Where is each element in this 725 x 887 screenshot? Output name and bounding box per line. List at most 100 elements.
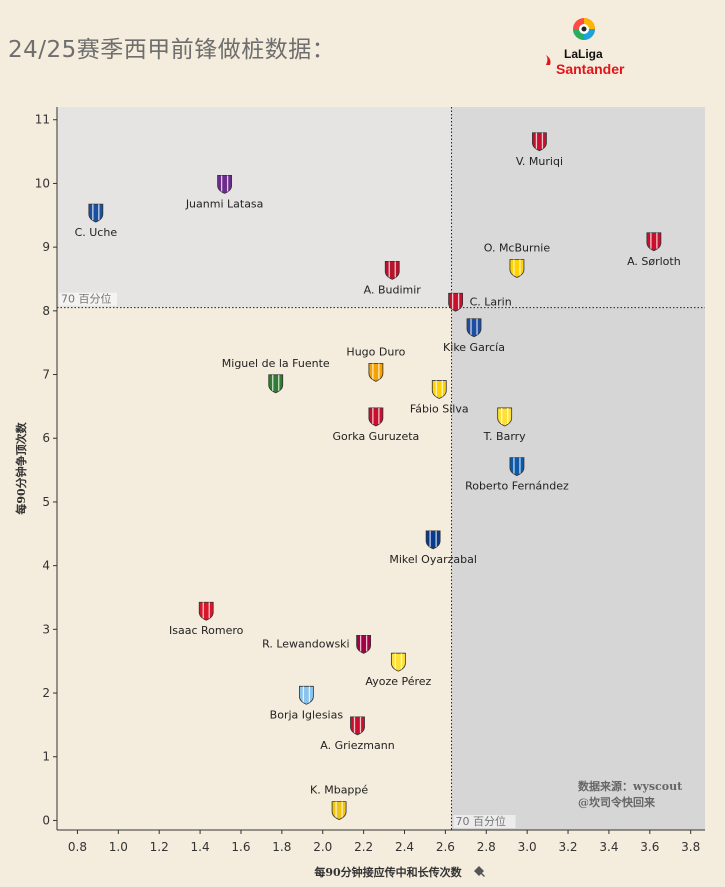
crest-shield — [198, 601, 214, 621]
player-label: Roberto Fernández — [465, 480, 569, 493]
crest-shield — [298, 685, 314, 705]
crest-shield — [509, 457, 525, 477]
crest-stripes — [353, 716, 362, 733]
x-threshold-label: 70 百分位 — [456, 814, 507, 828]
x-tick-label: 3.8 — [681, 840, 700, 854]
sevilla-crest-icon — [198, 601, 214, 621]
x-tick-label: 2.8 — [477, 840, 496, 854]
crest-shield — [368, 362, 384, 382]
crest-stripes — [372, 407, 380, 424]
laliga-ball-icon — [546, 18, 595, 65]
player-label: Mikel Oyarzabal — [389, 553, 477, 566]
player-label: Fábio Silva — [410, 403, 469, 416]
y-tick-label: 11 — [35, 113, 50, 127]
y-threshold-label-bg — [59, 292, 117, 306]
crest-stripes — [272, 374, 280, 391]
player-label: A. Sørloth — [627, 255, 681, 268]
leganes-crest-icon — [268, 374, 284, 394]
crest-shield — [390, 652, 406, 672]
crest-shield — [509, 259, 525, 278]
villarreal-crest-icon — [390, 652, 406, 672]
player-label: Isaac Romero — [169, 624, 244, 637]
player-label: T. Barry — [483, 430, 527, 443]
y-tick-label: 7 — [42, 368, 50, 382]
crest-shield — [356, 634, 372, 654]
y-tick-label: 3 — [42, 622, 50, 636]
x-tick-label: 0.8 — [68, 840, 87, 854]
crest-stripes — [501, 407, 509, 424]
y-axis-title: 每90分钟争顶次数 — [14, 421, 28, 514]
crest-shield — [350, 716, 365, 736]
x-tick-label: 2.4 — [395, 840, 414, 854]
espanyol-crest-icon — [509, 457, 525, 477]
player-label: C. Uche — [75, 226, 118, 239]
player-label: Juanmi Latasa — [185, 197, 264, 210]
y-tick-label: 2 — [42, 686, 50, 700]
osasuna-crest-icon — [384, 261, 400, 280]
atletico-crest-icon — [646, 232, 662, 252]
player-label: C. Larin — [470, 295, 512, 308]
y-tick-label: 0 — [42, 813, 50, 827]
crest-shield — [268, 374, 284, 394]
getafe-crest-icon — [88, 203, 104, 223]
crest-shield — [431, 380, 447, 399]
mallorca-crest-icon — [532, 132, 547, 152]
laliga-logo: LaLiga Santander — [536, 14, 636, 80]
crest-stripes — [429, 530, 437, 547]
crest-shield — [466, 318, 482, 338]
x-tick-label: 1.4 — [191, 840, 210, 854]
celta-crest-icon — [298, 685, 314, 705]
high-reception-quadrant — [451, 307, 705, 831]
crest-shield — [368, 407, 384, 427]
crest-stripes — [202, 602, 210, 619]
crest-stripes — [92, 204, 100, 221]
y-tick-label: 10 — [35, 176, 50, 190]
x-threshold-label-bg — [453, 815, 516, 828]
villarreal-crest-icon — [497, 407, 513, 427]
x-axis-title: 每90分钟接应传中和长传次数 — [314, 865, 462, 879]
y-tick-label: 4 — [42, 559, 50, 573]
y-tick-label: 1 — [42, 750, 50, 764]
player-label: O. McBurnie — [484, 242, 551, 255]
y-tick-label: 9 — [42, 240, 50, 254]
mallorca-crest-icon — [448, 292, 464, 312]
player-label: R. Lewandowski — [262, 637, 350, 650]
y-threshold-label: 70 百分位 — [61, 292, 112, 306]
x-tick-label: 3.6 — [640, 840, 659, 854]
crest-shield — [448, 292, 464, 312]
player-label: Miguel de la Fuente — [222, 357, 330, 370]
crest-stripes — [388, 261, 396, 278]
source-line: 数据来源：wyscout — [578, 780, 683, 793]
crest-stripes — [470, 318, 478, 335]
valladolid-crest-icon — [217, 175, 233, 194]
santander-wordmark: Santander — [556, 61, 625, 77]
crest-shield — [532, 132, 547, 152]
crest-shield — [425, 530, 441, 550]
crest-shield — [331, 801, 347, 821]
athletic-crest-icon — [368, 407, 384, 427]
crest-stripes — [650, 232, 658, 249]
player-label: Ayoze Pérez — [365, 675, 431, 688]
crest-stripes — [451, 293, 460, 310]
laliga-wordmark: LaLiga — [564, 47, 603, 61]
real-madrid-crest-icon — [331, 801, 347, 821]
x-tick-label: 1.6 — [231, 840, 250, 854]
player-label: Borja Iglesias — [270, 708, 344, 721]
x-tick-label: 3.4 — [599, 840, 618, 854]
crest-stripes — [372, 363, 380, 380]
crest-stripes — [359, 635, 368, 652]
crest-shield — [646, 232, 662, 252]
real-sociedad-crest-icon — [425, 530, 441, 550]
x-tick-label: 2.2 — [354, 840, 373, 854]
atletico-crest-icon — [350, 716, 365, 736]
crest-stripes — [302, 686, 311, 703]
pin-icon — [474, 866, 485, 877]
las-palmas-crest-icon — [431, 380, 447, 399]
x-tick-label: 2.6 — [436, 840, 455, 854]
player-label: A. Griezmann — [320, 739, 394, 752]
x-tick-label: 1.2 — [150, 840, 169, 854]
elite-quadrant — [451, 107, 705, 308]
crest-shield — [217, 175, 233, 194]
las-palmas-crest-icon — [509, 259, 525, 278]
